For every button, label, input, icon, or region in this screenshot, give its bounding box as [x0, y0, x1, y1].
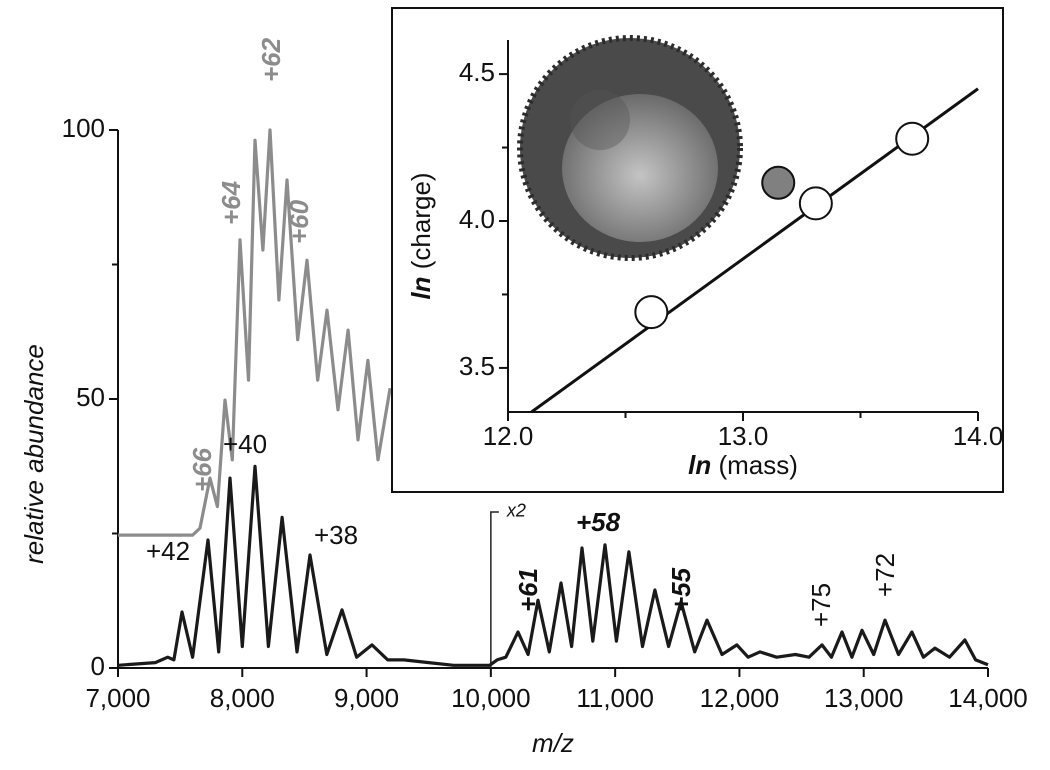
- spectrum-trace: [117, 464, 989, 667]
- x-tick-label: 13,000: [824, 683, 904, 713]
- spectrum-trace: [118, 128, 392, 537]
- y-tick-label: 3.5: [459, 351, 495, 381]
- protein-cage-illustration: [517, 35, 743, 261]
- charge-state-label: +38: [314, 520, 358, 550]
- x-axis-label-prefix: ln: [688, 450, 711, 480]
- x-tick-label: 14,000: [948, 683, 1028, 713]
- x-axis-label: ln (mass): [688, 450, 798, 480]
- x-axis-label: m/z: [532, 728, 574, 758]
- charge-state-label: +75: [806, 583, 836, 627]
- y-tick-label: 0: [91, 651, 105, 681]
- x-tick-label: 12.0: [483, 421, 534, 451]
- x-tick-label: 11,000: [576, 683, 654, 713]
- charge-state-label: +42: [146, 536, 190, 566]
- x-tick-label: 7,000: [85, 683, 150, 713]
- y-axis-label: relative abundance: [19, 344, 49, 564]
- charge-state-label: +64: [216, 180, 246, 225]
- x-tick-label: 8,000: [210, 683, 275, 713]
- data-point: [634, 295, 669, 330]
- charge-state-label: +72: [870, 553, 900, 597]
- x-tick-label: 14.0: [953, 421, 1004, 451]
- y-tick-label: 4.5: [459, 57, 495, 87]
- charge-state-label: +40: [223, 429, 267, 459]
- charge-state-label: +61: [513, 568, 543, 612]
- x-tick-label: 9,000: [334, 683, 399, 713]
- data-point: [761, 165, 796, 200]
- inset-plot: 3.54.04.512.0 13.0 14.0ln (mass)ln (charge…: [406, 35, 1004, 480]
- y-tick-label: 50: [76, 382, 105, 412]
- scale-marker-label: x2: [506, 501, 526, 521]
- y-axis-label-text: (charge): [406, 172, 436, 269]
- y-tick-label: 4.0: [459, 204, 495, 234]
- charge-state-label: +58: [576, 507, 621, 537]
- x-tick-label: 13.0: [718, 421, 769, 451]
- charge-state-label: +66: [187, 447, 217, 492]
- data-point: [895, 121, 930, 156]
- x-axis-label-text: (mass): [718, 450, 797, 480]
- x-tick-label: 10,000: [451, 683, 531, 713]
- charge-state-label: +55: [666, 567, 696, 612]
- y-tick-label: 100: [62, 113, 105, 143]
- y-axis-label: ln (charge): [406, 172, 436, 299]
- charge-state-label: +60: [284, 199, 314, 244]
- y-axis-label-prefix: ln: [406, 276, 436, 299]
- charge-state-label: +62: [256, 37, 286, 82]
- x-tick-label: 12,000: [700, 683, 780, 713]
- data-point: [798, 186, 833, 221]
- spectrum-plot: 0 50 100 7,000 8,000 9,000 10,000 11,000 12,000 1…: [19, 37, 1028, 757]
- scale-marker: [490, 511, 499, 668]
